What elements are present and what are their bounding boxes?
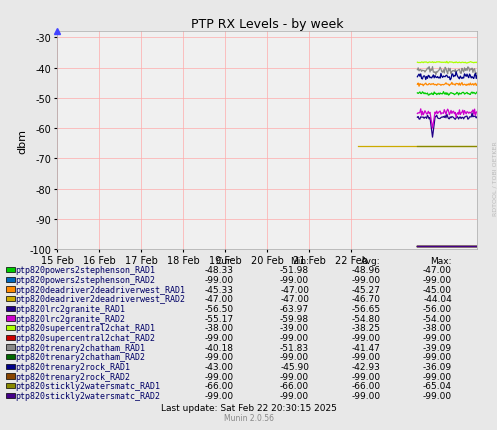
Text: -54.00: -54.00 bbox=[423, 314, 452, 323]
Text: ptp820deadriver2deadriverwest_RAD2: ptp820deadriver2deadriverwest_RAD2 bbox=[15, 295, 185, 304]
Text: -56.00: -56.00 bbox=[423, 304, 452, 313]
Text: Munin 2.0.56: Munin 2.0.56 bbox=[224, 413, 273, 422]
Text: -48.96: -48.96 bbox=[351, 266, 381, 275]
Text: -45.00: -45.00 bbox=[423, 285, 452, 294]
Text: -99.00: -99.00 bbox=[351, 352, 381, 361]
Text: -43.00: -43.00 bbox=[205, 362, 234, 371]
Text: Cur:: Cur: bbox=[215, 256, 234, 265]
Text: -99.00: -99.00 bbox=[423, 391, 452, 400]
Text: -63.97: -63.97 bbox=[280, 304, 309, 313]
Text: -47.00: -47.00 bbox=[423, 266, 452, 275]
Text: -51.98: -51.98 bbox=[280, 266, 309, 275]
Text: -55.17: -55.17 bbox=[204, 314, 234, 323]
Text: -66.00: -66.00 bbox=[351, 381, 381, 390]
Text: ptp820trenary2rock_RAD2: ptp820trenary2rock_RAD2 bbox=[15, 372, 130, 381]
Text: -41.47: -41.47 bbox=[352, 343, 381, 352]
Text: -42.93: -42.93 bbox=[352, 362, 381, 371]
Text: -45.90: -45.90 bbox=[280, 362, 309, 371]
Text: -38.00: -38.00 bbox=[204, 323, 234, 332]
Text: ptp820trenary2chatham_RAD1: ptp820trenary2chatham_RAD1 bbox=[15, 343, 146, 352]
Text: -54.80: -54.80 bbox=[351, 314, 381, 323]
Text: Max:: Max: bbox=[430, 256, 452, 265]
Text: -59.98: -59.98 bbox=[280, 314, 309, 323]
Text: -99.00: -99.00 bbox=[204, 391, 234, 400]
Text: -99.00: -99.00 bbox=[423, 333, 452, 342]
Title: PTP RX Levels - by week: PTP RX Levels - by week bbox=[191, 18, 343, 31]
Text: -99.00: -99.00 bbox=[423, 372, 452, 381]
Text: -99.00: -99.00 bbox=[351, 333, 381, 342]
Text: -47.00: -47.00 bbox=[280, 295, 309, 304]
Text: ptp820stickly2watersmatc_RAD2: ptp820stickly2watersmatc_RAD2 bbox=[15, 391, 161, 400]
Text: ptp820stickly2watersmatc_RAD1: ptp820stickly2watersmatc_RAD1 bbox=[15, 381, 161, 390]
Text: Min:: Min: bbox=[290, 256, 309, 265]
Text: -66.00: -66.00 bbox=[280, 381, 309, 390]
Text: ptp820lrc2granite_RAD2: ptp820lrc2granite_RAD2 bbox=[15, 314, 125, 323]
Text: ptp820supercentral2chat_RAD1: ptp820supercentral2chat_RAD1 bbox=[15, 323, 156, 332]
Text: -99.00: -99.00 bbox=[280, 391, 309, 400]
Text: -46.70: -46.70 bbox=[351, 295, 381, 304]
Text: -99.00: -99.00 bbox=[351, 275, 381, 284]
Text: -99.00: -99.00 bbox=[280, 372, 309, 381]
Text: ptp820powers2stephenson_RAD1: ptp820powers2stephenson_RAD1 bbox=[15, 266, 156, 275]
Text: -44.04: -44.04 bbox=[423, 295, 452, 304]
Text: ptp820trenary2chatham_RAD2: ptp820trenary2chatham_RAD2 bbox=[15, 352, 146, 361]
Text: -99.00: -99.00 bbox=[204, 275, 234, 284]
Text: ptp820deadriver2deadriverwest_RAD1: ptp820deadriver2deadriverwest_RAD1 bbox=[15, 285, 185, 294]
Text: ptp820supercentral2chat_RAD2: ptp820supercentral2chat_RAD2 bbox=[15, 333, 156, 342]
Text: -39.09: -39.09 bbox=[423, 343, 452, 352]
Text: -56.65: -56.65 bbox=[351, 304, 381, 313]
Text: -38.25: -38.25 bbox=[351, 323, 381, 332]
Text: -51.83: -51.83 bbox=[280, 343, 309, 352]
Text: -45.33: -45.33 bbox=[205, 285, 234, 294]
Text: -99.00: -99.00 bbox=[423, 275, 452, 284]
Text: ptp820trenary2rock_RAD1: ptp820trenary2rock_RAD1 bbox=[15, 362, 130, 371]
Text: ptp820powers2stephenson_RAD2: ptp820powers2stephenson_RAD2 bbox=[15, 275, 156, 284]
Text: -47.00: -47.00 bbox=[280, 285, 309, 294]
Text: -36.09: -36.09 bbox=[423, 362, 452, 371]
Text: -47.00: -47.00 bbox=[205, 295, 234, 304]
Text: ptp820lrc2granite_RAD1: ptp820lrc2granite_RAD1 bbox=[15, 304, 125, 313]
Text: Avg:: Avg: bbox=[361, 256, 381, 265]
Text: -99.00: -99.00 bbox=[351, 391, 381, 400]
Text: Last update: Sat Feb 22 20:30:15 2025: Last update: Sat Feb 22 20:30:15 2025 bbox=[161, 403, 336, 412]
Text: -40.18: -40.18 bbox=[205, 343, 234, 352]
Text: -99.00: -99.00 bbox=[204, 333, 234, 342]
Text: -99.00: -99.00 bbox=[280, 352, 309, 361]
Text: -99.00: -99.00 bbox=[280, 275, 309, 284]
Text: -99.00: -99.00 bbox=[351, 372, 381, 381]
Text: -66.00: -66.00 bbox=[204, 381, 234, 390]
Y-axis label: dbm: dbm bbox=[17, 128, 27, 154]
Text: -39.00: -39.00 bbox=[280, 323, 309, 332]
Text: -38.00: -38.00 bbox=[423, 323, 452, 332]
Text: RDTOOL / TOBI OETKER: RDTOOL / TOBI OETKER bbox=[492, 141, 497, 215]
Text: -99.00: -99.00 bbox=[204, 352, 234, 361]
Text: -56.50: -56.50 bbox=[204, 304, 234, 313]
Text: -65.04: -65.04 bbox=[423, 381, 452, 390]
Text: -99.00: -99.00 bbox=[423, 352, 452, 361]
Text: -99.00: -99.00 bbox=[280, 333, 309, 342]
Text: -45.27: -45.27 bbox=[352, 285, 381, 294]
Text: -48.33: -48.33 bbox=[205, 266, 234, 275]
Text: -99.00: -99.00 bbox=[204, 372, 234, 381]
